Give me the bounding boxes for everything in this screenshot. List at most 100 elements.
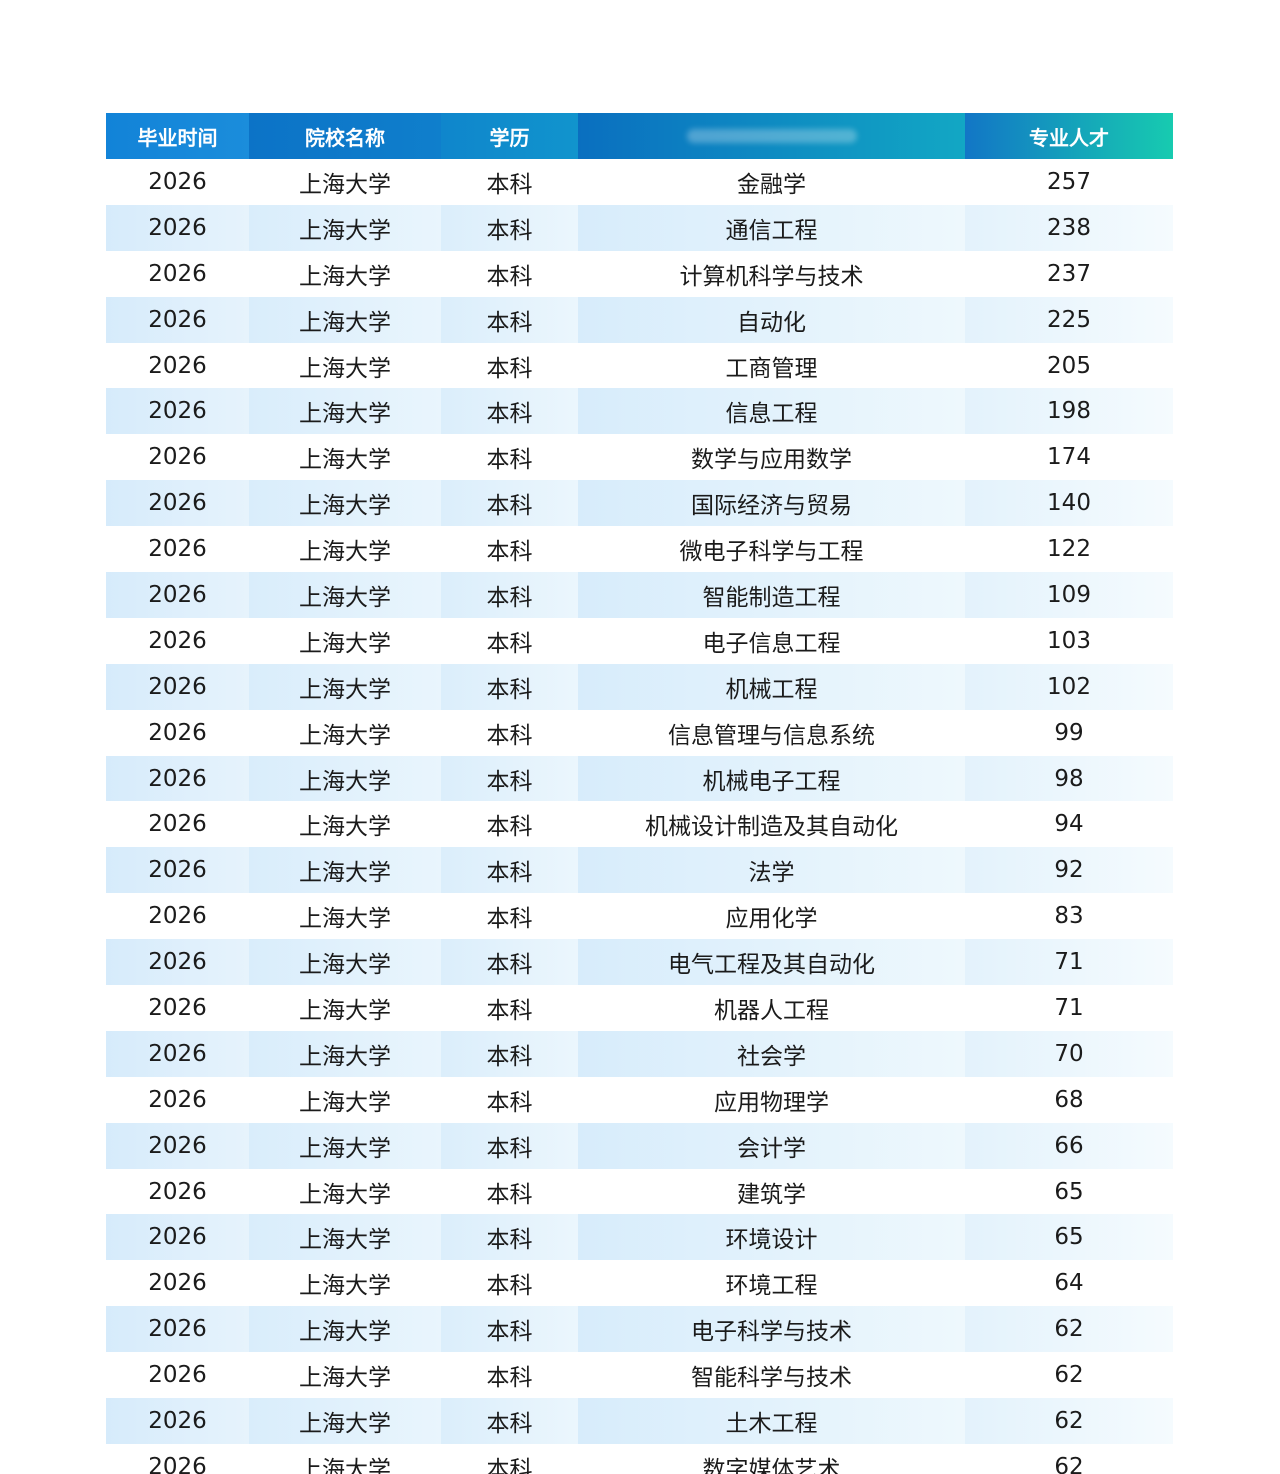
cell-talent-count: 66	[965, 1122, 1173, 1169]
cell-school-name: 上海大学	[299, 1456, 391, 1474]
cell-degree: 本科	[486, 997, 533, 1024]
cell-graduation-time: 2026	[148, 352, 207, 379]
table-row: 2026 上海大学 本科 信息工程 198	[106, 388, 1173, 435]
cell-degree: 本科	[441, 204, 578, 251]
cell-school-name: 上海大学	[249, 204, 441, 251]
cell-major: 土木工程	[578, 1398, 965, 1444]
cell-major: 机械设计制造及其自动化	[645, 814, 898, 841]
table-row: 2026 上海大学 本科 金融学 257	[106, 159, 1173, 205]
cell-school-name: 上海大学	[249, 1030, 441, 1077]
table-row: 2026 上海大学 本科 国际经济与贸易 140	[106, 480, 1173, 527]
cell-talent-count: 238	[965, 204, 1173, 251]
table-row: 2026 上海大学 本科 数学与应用数学 174	[106, 434, 1173, 480]
table-row: 2026 上海大学 本科 机械设计制造及其自动化 94	[106, 801, 1173, 847]
cell-degree: 本科	[486, 1456, 533, 1474]
cell-school-name: 上海大学	[299, 997, 391, 1024]
cell-talent-count: 92	[965, 847, 1173, 894]
cell-major: 环境工程	[725, 1273, 818, 1300]
cell-graduation-time: 2026	[106, 1030, 249, 1077]
cell-graduation-time: 2026	[106, 296, 249, 343]
cell-major: 智能制造工程	[578, 572, 965, 618]
cell-school-name: 上海大学	[299, 1089, 391, 1116]
table-row: 2026 上海大学 本科 通信工程 238	[106, 204, 1173, 251]
table-row: 2026 上海大学 本科 机器人工程 71	[106, 985, 1173, 1031]
header-degree: 学历	[441, 113, 578, 159]
cell-graduation-time: 2026	[106, 572, 249, 618]
cell-major: 电子科学与技术	[578, 1306, 965, 1353]
cell-school-name: 上海大学	[249, 296, 441, 343]
cell-major: 建筑学	[737, 1181, 806, 1208]
blurred-header-text	[686, 129, 857, 143]
cell-degree: 本科	[441, 755, 578, 802]
cell-graduation-time: 2026	[106, 1306, 249, 1353]
cell-major: 机械电子工程	[578, 755, 965, 802]
cell-major: 金融学	[737, 171, 806, 198]
cell-degree: 本科	[486, 539, 533, 566]
table-row: 2026 上海大学 本科 环境设计 65	[106, 1214, 1173, 1261]
cell-major: 智能科学与技术	[691, 1365, 852, 1392]
cell-school-name: 上海大学	[299, 722, 391, 749]
cell-talent-count: 62	[965, 1398, 1173, 1444]
cell-degree: 本科	[441, 388, 578, 435]
table-row: 2026 上海大学 本科 环境工程 64	[106, 1260, 1173, 1306]
cell-graduation-time: 2026	[148, 536, 207, 563]
cell-major: 机器人工程	[714, 997, 829, 1024]
cell-talent-count: 174	[1047, 444, 1091, 471]
header-graduation-time: 毕业时间	[106, 113, 249, 159]
cell-graduation-time: 2026	[148, 1453, 207, 1474]
cell-degree: 本科	[486, 814, 533, 841]
cell-graduation-time: 2026	[106, 847, 249, 894]
cell-talent-count: 62	[1054, 1453, 1084, 1474]
cell-graduation-time: 2026	[148, 444, 207, 471]
cell-talent-count: 198	[965, 388, 1173, 435]
cell-graduation-time: 2026	[106, 1122, 249, 1169]
talent-table: 毕业时间 院校名称 学历 专业人才 2026 上海大学 本科 金融学 257 2026 上海…	[106, 113, 1173, 1474]
cell-graduation-time: 2026	[106, 755, 249, 802]
cell-major: 数字媒体艺术	[702, 1456, 841, 1474]
cell-major: 应用化学	[725, 906, 818, 933]
table-row: 2026 上海大学 本科 社会学 70	[106, 1030, 1173, 1077]
cell-graduation-time: 2026	[148, 1270, 207, 1297]
cell-major: 环境设计	[578, 1214, 965, 1261]
cell-graduation-time: 2026	[148, 994, 207, 1021]
cell-degree: 本科	[486, 1181, 533, 1208]
cell-school-name: 上海大学	[299, 1365, 391, 1392]
cell-degree: 本科	[441, 1122, 578, 1169]
cell-major: 会计学	[578, 1122, 965, 1169]
cell-graduation-time: 2026	[106, 388, 249, 435]
table-row: 2026 上海大学 本科 土木工程 62	[106, 1398, 1173, 1444]
cell-degree: 本科	[486, 630, 533, 657]
cell-talent-count: 62	[1054, 1362, 1084, 1389]
cell-graduation-time: 2026	[106, 480, 249, 527]
cell-talent-count: 83	[1054, 903, 1084, 930]
cell-talent-count: 94	[1054, 811, 1084, 838]
cell-major: 通信工程	[578, 204, 965, 251]
cell-graduation-time: 2026	[148, 811, 207, 838]
cell-degree: 本科	[441, 847, 578, 894]
cell-graduation-time: 2026	[106, 663, 249, 710]
table-row: 2026 上海大学 本科 电子科学与技术 62	[106, 1306, 1173, 1353]
cell-degree: 本科	[441, 939, 578, 986]
table-row: 2026 上海大学 本科 智能科学与技术 62	[106, 1352, 1173, 1398]
cell-major: 应用物理学	[714, 1089, 829, 1116]
header-major-blurred	[578, 113, 965, 159]
cell-major: 机械工程	[578, 663, 965, 710]
table-row: 2026 上海大学 本科 应用化学 83	[106, 893, 1173, 939]
cell-talent-count: 122	[1047, 536, 1091, 563]
table-row: 2026 上海大学 本科 建筑学 65	[106, 1169, 1173, 1215]
table-row: 2026 上海大学 本科 应用物理学 68	[106, 1077, 1173, 1123]
cell-graduation-time: 2026	[148, 168, 207, 195]
cell-major: 电气工程及其自动化	[578, 939, 965, 986]
cell-degree: 本科	[486, 906, 533, 933]
cell-degree: 本科	[441, 1398, 578, 1444]
cell-school-name: 上海大学	[299, 539, 391, 566]
cell-talent-count: 65	[965, 1214, 1173, 1261]
cell-talent-count: 71	[1054, 994, 1084, 1021]
cell-degree: 本科	[441, 572, 578, 618]
cell-school-name: 上海大学	[299, 906, 391, 933]
cell-school-name: 上海大学	[249, 572, 441, 618]
cell-talent-count: 237	[1047, 260, 1091, 287]
cell-degree: 本科	[441, 1306, 578, 1353]
cell-talent-count: 140	[965, 480, 1173, 527]
cell-school-name: 上海大学	[249, 1214, 441, 1261]
